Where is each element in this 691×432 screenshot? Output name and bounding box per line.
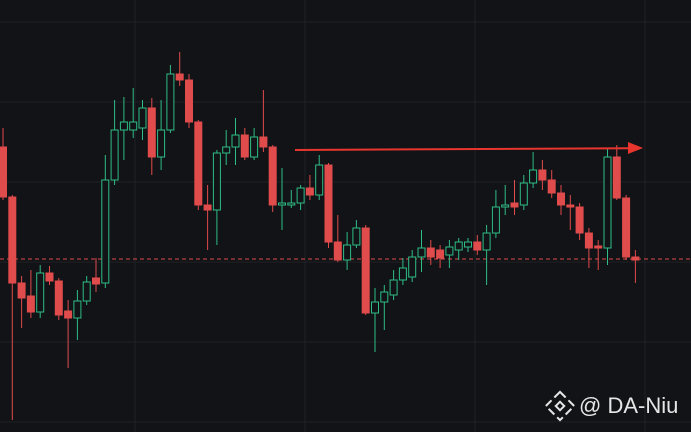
- candle-body: [82, 281, 91, 302]
- candle-body: [510, 202, 519, 208]
- candle-body: [473, 241, 482, 251]
- watermark: @ DA-Niu: [544, 390, 678, 422]
- candle-body: [631, 256, 640, 261]
- candle-body: [436, 249, 445, 259]
- candle-body: [138, 107, 147, 129]
- candle-body: [287, 202, 296, 206]
- candle-body: [157, 129, 166, 158]
- candle-body: [454, 241, 463, 251]
- candle-body: [54, 280, 63, 316]
- candle-body: [612, 156, 621, 199]
- candle-body: [380, 291, 389, 303]
- candle-body: [185, 79, 193, 123]
- candle-body: [110, 129, 119, 181]
- candle-body: [17, 282, 26, 299]
- watermark-text: @ DA-Niu: [579, 393, 678, 418]
- candle-body: [529, 169, 538, 184]
- candle-body: [566, 204, 575, 208]
- candle-body: [408, 256, 417, 278]
- candle-body: [315, 164, 324, 196]
- candle-body: [417, 247, 426, 258]
- candle-body: [26, 295, 35, 313]
- candle-body: [166, 73, 175, 131]
- trend-arrow: [294, 142, 643, 154]
- candle-body: [129, 121, 138, 131]
- candle-body: [305, 187, 314, 196]
- candle-body: [519, 182, 528, 206]
- candle-body: [575, 206, 584, 234]
- candle-body: [557, 192, 565, 206]
- candle-body: [482, 232, 491, 251]
- candle-body: [240, 134, 249, 158]
- candle-body: [603, 156, 612, 249]
- candle-body: [371, 301, 379, 314]
- candle-body: [501, 204, 510, 208]
- plot-area: [0, 52, 691, 420]
- candle-body: [119, 121, 128, 131]
- candle-body: [147, 107, 156, 158]
- candle-body: [343, 244, 352, 261]
- candle-body: [8, 196, 17, 284]
- arrow-line: [294, 147, 631, 151]
- candle-body: [594, 245, 603, 249]
- arrow-head: [628, 142, 643, 154]
- candle-body: [361, 227, 370, 314]
- candle-body: [268, 146, 277, 206]
- candle-body: [64, 310, 73, 319]
- candle-body: [398, 267, 407, 281]
- candle-body: [259, 136, 268, 148]
- candle-body: [491, 206, 500, 234]
- candle-body: [324, 164, 333, 243]
- candle-body: [250, 136, 259, 158]
- candle-body: [584, 232, 593, 249]
- candle-body: [203, 204, 212, 211]
- candle-body: [222, 146, 231, 154]
- candle-body: [547, 179, 556, 194]
- candle-body: [464, 241, 472, 248]
- candle-body: [175, 73, 184, 81]
- candle-body: [352, 227, 361, 246]
- candle-body: [296, 187, 305, 204]
- candle-body: [36, 272, 45, 313]
- candle-body: [0, 146, 7, 198]
- candle-body: [73, 300, 82, 319]
- candle-body: [212, 152, 221, 211]
- candle-body: [333, 241, 342, 261]
- candle-body: [426, 247, 435, 258]
- candle-body: [389, 279, 398, 296]
- candle-body: [445, 246, 454, 256]
- candle-body: [231, 134, 240, 148]
- logo: [544, 390, 576, 422]
- candle-body: [622, 197, 631, 258]
- candle-body: [101, 179, 110, 284]
- candle-body: [194, 121, 203, 206]
- candle-body: [538, 169, 547, 181]
- candle-body: [278, 202, 286, 206]
- candle-body: [92, 277, 100, 285]
- candle-body: [45, 272, 54, 282]
